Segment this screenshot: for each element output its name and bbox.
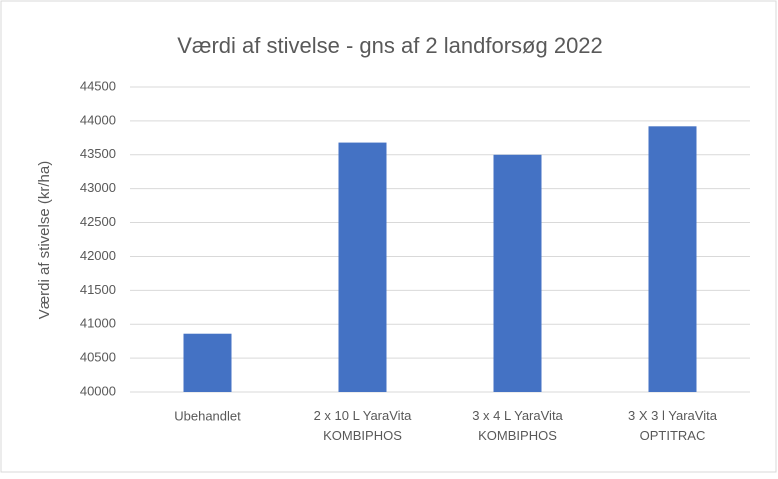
y-tick-label: 42500 — [80, 214, 116, 229]
x-tick-label: Ubehandlet — [174, 408, 241, 423]
y-tick-label: 41000 — [80, 316, 116, 331]
bar — [183, 333, 232, 392]
y-tick-label: 41500 — [80, 282, 116, 297]
y-tick-label: 44000 — [80, 112, 116, 127]
bar — [493, 154, 542, 392]
y-tick-label: 43500 — [80, 146, 116, 161]
x-tick-label: 2 x 10 L YaraVita KOMBIPHOS — [314, 408, 413, 443]
x-tick-label: 3 X 3 l YaraVita OPTITRAC — [628, 408, 718, 443]
y-tick-label: 42000 — [80, 248, 116, 263]
y-tick-label: 40000 — [80, 383, 116, 398]
y-tick-label: 43000 — [80, 180, 116, 195]
bar — [338, 142, 387, 392]
y-tick-label: 40500 — [80, 350, 116, 365]
y-axis-label: Værdi af stivelse (kr/ha) — [36, 161, 53, 319]
x-tick-label: 3 x 4 L YaraVita KOMBIPHOS — [472, 408, 563, 443]
bar — [648, 126, 697, 393]
y-tick-label: 44500 — [80, 78, 116, 93]
chart-title: Værdi af stivelse - gns af 2 landforsøg … — [177, 33, 603, 58]
